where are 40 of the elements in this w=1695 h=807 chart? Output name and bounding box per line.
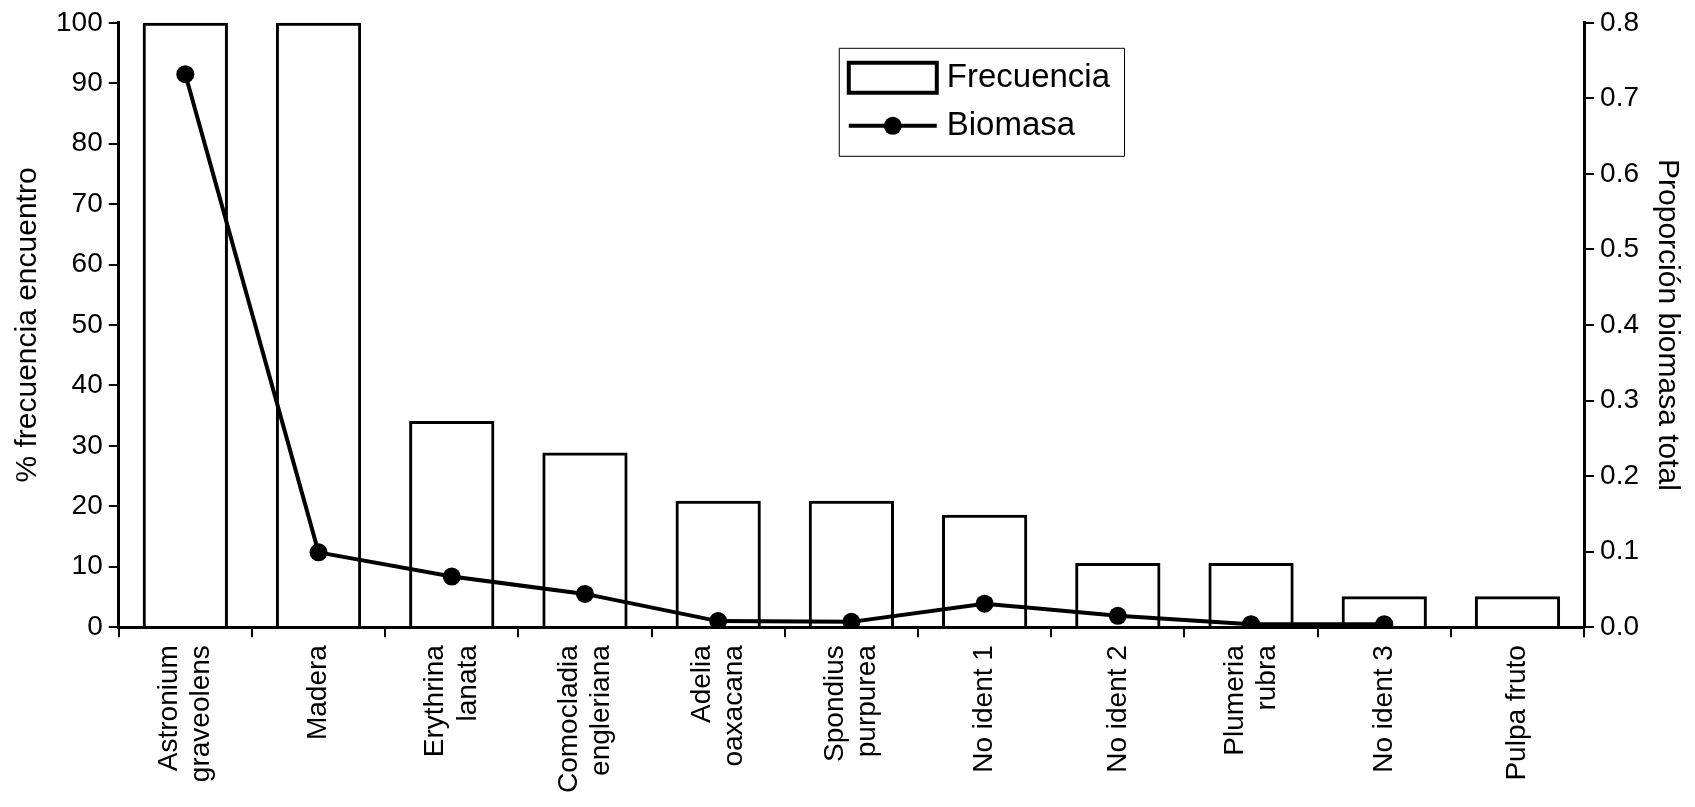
y-tick-label: 100 <box>56 5 103 37</box>
y2-axis-title: Proporción biomasa total <box>1652 159 1686 491</box>
x-tick-label: No ident 1 <box>967 645 999 773</box>
x-tick-label: No ident 3 <box>1366 645 1398 773</box>
y-tick-label: 40 <box>71 368 103 400</box>
x-tick-label: Plumeria rubra <box>1217 644 1281 756</box>
y2-tick-label: 0.2 <box>1600 458 1640 490</box>
point <box>442 567 461 586</box>
y2-tick-label: 0.8 <box>1600 5 1640 37</box>
point <box>176 65 195 84</box>
point <box>1108 606 1127 625</box>
y2-tick-label: 0.3 <box>1600 383 1640 415</box>
x-tick-label: Astronium graveolens <box>151 645 216 783</box>
y2-tick-label: 0.6 <box>1600 156 1640 188</box>
point <box>842 612 861 628</box>
x-tick-label: Erythrina lanata <box>418 644 482 758</box>
point <box>975 594 994 613</box>
x-tick-label: No ident 2 <box>1100 645 1132 773</box>
y-tick-label: 60 <box>71 247 103 279</box>
legend-label: Frecuencia <box>946 56 1111 94</box>
legend-label: Biomasa <box>946 104 1076 142</box>
point <box>709 612 728 628</box>
y-tick-label: 50 <box>71 307 103 339</box>
y-tick-label: 80 <box>71 126 103 158</box>
y2-tick-label: 0.1 <box>1600 534 1640 566</box>
y2-tick-label: 0.7 <box>1600 81 1640 113</box>
y2-tick-label: 0.5 <box>1600 232 1640 264</box>
point <box>575 584 594 603</box>
y2-tick-label: 0.4 <box>1600 307 1640 339</box>
y-tick-label: 70 <box>71 186 103 218</box>
y-tick-label: 20 <box>71 489 103 520</box>
y-tick-label: 90 <box>71 65 103 97</box>
y-tick-label: 0 <box>87 609 103 641</box>
y-tick-label: 10 <box>71 549 103 581</box>
y-tick-label: 30 <box>71 428 103 460</box>
y2-tick-label: 0.0 <box>1600 609 1640 641</box>
y-axis-title: % frecuencia encuentro <box>9 167 43 483</box>
x-tick-label: Madera <box>301 644 333 741</box>
point <box>309 543 328 562</box>
x-tick-label: Pulpa fruto <box>1500 645 1532 781</box>
